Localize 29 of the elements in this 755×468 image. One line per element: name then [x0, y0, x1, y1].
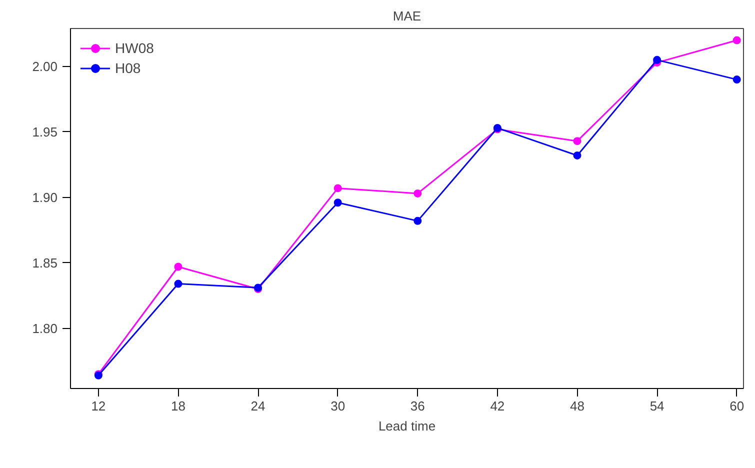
- y-tick-label: 1.95: [32, 124, 58, 140]
- point: [174, 280, 182, 288]
- point: [732, 36, 741, 44]
- point: [573, 151, 582, 160]
- x-tick-label: 42: [490, 398, 505, 414]
- chart-title: MAE: [392, 8, 422, 24]
- y-tick-label: 1.80: [32, 320, 58, 336]
- point: [414, 216, 422, 225]
- x-tick-label: 18: [171, 398, 186, 414]
- x-tick-label: 54: [650, 398, 664, 414]
- point: [334, 198, 342, 207]
- point: [414, 189, 422, 198]
- x-tick-label: 36: [410, 398, 425, 414]
- x-tick-label: 12: [91, 398, 106, 414]
- y-tick-label: 1.90: [32, 190, 58, 205]
- point: [334, 184, 342, 192]
- x-tick-label: 60: [730, 398, 744, 414]
- y-tick-label: 2.00: [32, 58, 58, 74]
- point: [732, 76, 741, 84]
- x-axis-title: Lead time: [378, 418, 436, 434]
- legend-label: HW08: [115, 40, 154, 56]
- legend-label: H08: [115, 60, 141, 76]
- point: [573, 137, 582, 146]
- y-tick-label: 1.85: [32, 255, 58, 270]
- x-tick-label: 24: [250, 398, 266, 414]
- x-tick-label: 30: [330, 398, 346, 414]
- x-tick-label: 48: [570, 398, 584, 414]
- point: [174, 262, 182, 271]
- point: [653, 56, 662, 64]
